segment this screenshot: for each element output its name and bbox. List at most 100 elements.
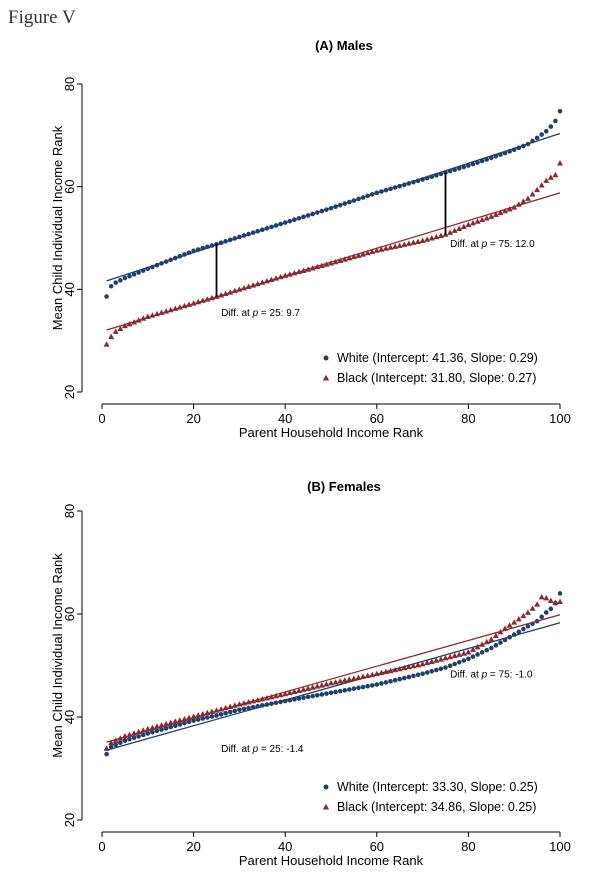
y-tick-label: 20	[62, 385, 77, 399]
y-tick-label: 20	[62, 813, 77, 827]
point-black	[456, 651, 463, 657]
point-black	[396, 242, 403, 248]
panel-males: (A) Males 0 20 40 60 80 100 20 40 60 80 Parent Hous…	[50, 38, 571, 440]
point-white	[397, 183, 403, 189]
point-white	[223, 238, 228, 244]
point-white	[287, 697, 293, 703]
point-black	[497, 209, 504, 216]
point-black	[360, 251, 367, 257]
point-white	[388, 679, 393, 684]
point-black	[273, 275, 280, 281]
point-black	[208, 708, 215, 714]
point-black	[415, 238, 422, 244]
point-white	[475, 652, 480, 657]
point-white	[553, 118, 558, 124]
legend-entry: Black (Intercept: 31.80, Slope: 0.27)	[337, 371, 536, 385]
point-white	[237, 234, 242, 240]
point-black	[479, 641, 486, 647]
point-white	[191, 248, 196, 254]
point-black	[538, 594, 545, 600]
point-black	[231, 287, 238, 294]
point-white	[429, 668, 435, 674]
point-black	[502, 207, 509, 214]
point-white	[108, 744, 114, 750]
point-white	[177, 722, 183, 727]
point-white	[548, 124, 554, 129]
point-white	[507, 634, 512, 640]
point-black	[240, 284, 247, 291]
point-white	[172, 255, 178, 261]
legend-marker-black	[322, 374, 330, 381]
point-white	[456, 166, 462, 171]
point-black	[295, 268, 302, 275]
point-black	[447, 653, 454, 660]
y-tick-label: 60	[62, 607, 77, 621]
point-black	[108, 333, 115, 339]
point-black	[254, 280, 261, 287]
point-black	[346, 676, 353, 682]
point-black	[469, 646, 476, 652]
point-white	[516, 145, 522, 151]
point-black	[515, 201, 522, 207]
point-black	[263, 694, 270, 701]
point-black	[149, 724, 156, 731]
point-white	[287, 218, 293, 224]
point-black	[405, 663, 412, 670]
point-white	[205, 244, 210, 250]
point-black	[511, 204, 518, 210]
point-black	[479, 216, 486, 223]
point-white	[415, 672, 421, 678]
point-white	[502, 150, 508, 156]
point-black	[268, 693, 275, 700]
point-white	[511, 632, 517, 637]
point-white	[530, 138, 535, 144]
point-white	[493, 153, 499, 159]
point-black	[524, 195, 531, 201]
point-black	[492, 211, 499, 217]
point-white	[186, 250, 192, 255]
point-white	[104, 751, 109, 757]
point-black	[222, 704, 229, 711]
point-black	[465, 649, 472, 655]
point-white	[122, 275, 128, 281]
point-black	[295, 687, 302, 693]
point-black	[350, 675, 357, 681]
point-white	[333, 204, 338, 209]
point-black	[415, 661, 422, 668]
point-white	[539, 132, 544, 137]
point-black	[245, 699, 252, 705]
point-white	[305, 694, 311, 700]
point-black	[190, 713, 197, 719]
point-white	[324, 207, 329, 212]
point-black	[117, 735, 124, 741]
point-black	[328, 260, 334, 266]
point-white	[250, 230, 256, 235]
point-black	[433, 657, 440, 663]
point-black	[163, 308, 170, 314]
point-black	[506, 622, 513, 628]
point-white	[163, 259, 169, 264]
point-white	[498, 152, 503, 157]
point-black	[263, 278, 270, 284]
point-black	[424, 236, 431, 242]
x-axis-label: Parent Household Income Rank	[239, 425, 424, 440]
point-black	[323, 681, 330, 687]
point-white	[195, 717, 201, 722]
point-black	[140, 315, 147, 321]
point-white	[525, 624, 531, 629]
point-white	[127, 273, 132, 279]
point-black	[529, 605, 536, 611]
point-black	[451, 652, 458, 659]
point-black	[250, 698, 257, 704]
point-black	[218, 292, 225, 298]
point-black	[181, 302, 188, 309]
point-white	[443, 665, 448, 670]
point-black	[382, 245, 389, 251]
point-white	[136, 734, 141, 739]
point-black	[392, 243, 399, 249]
point-black	[465, 221, 472, 228]
point-white	[447, 663, 453, 669]
point-black	[135, 317, 142, 323]
diff-annotation: Diff. at p = 25: 9.7	[221, 308, 300, 319]
